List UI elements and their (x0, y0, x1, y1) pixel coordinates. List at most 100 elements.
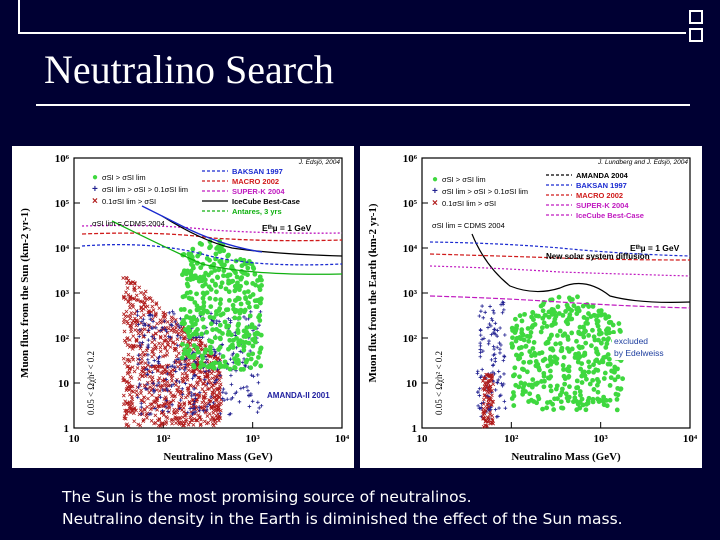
model-point-dot (539, 379, 544, 384)
model-point-plus (478, 347, 483, 352)
legend-experiment-label: MACRO 2002 (576, 191, 623, 200)
model-point-cross (129, 384, 133, 389)
model-point-plus (142, 323, 146, 328)
model-point-dot (565, 334, 571, 340)
model-point-dot (218, 297, 224, 303)
model-point-dot (582, 350, 588, 356)
model-point-cross (163, 338, 168, 343)
model-point-cross (484, 408, 488, 413)
model-point-cross (209, 381, 213, 385)
model-point-plus (493, 356, 498, 361)
model-point-cross (191, 384, 196, 389)
model-point-plus (145, 382, 149, 387)
legend-model-label: σSI lim > σSI > 0.1σSI lim (442, 187, 528, 196)
model-point-cross (165, 319, 170, 324)
model-point-plus (496, 414, 500, 419)
legend-experiment-label: IceCube Best-Case (576, 211, 644, 220)
model-point-cross (485, 415, 490, 420)
model-point-plus (162, 319, 167, 323)
model-point-plus (480, 337, 484, 342)
model-point-plus (167, 311, 172, 315)
model-point-plus (496, 378, 501, 382)
model-point-plus (228, 318, 233, 323)
model-point-dot (213, 296, 218, 302)
model-point-cross (163, 334, 168, 338)
model-point-cross (139, 331, 144, 336)
model-point-cross (198, 423, 203, 428)
model-point-cross (157, 389, 162, 393)
model-point-plus (153, 406, 157, 411)
model-point-plus (255, 410, 260, 414)
model-point-plus (478, 333, 483, 337)
model-point-cross (175, 408, 180, 413)
model-point-cross (202, 395, 207, 400)
model-point-dot (247, 304, 252, 310)
model-point-cross (490, 416, 495, 421)
model-point-dot (541, 370, 547, 376)
model-point-dot (598, 340, 604, 346)
model-point-dot (525, 326, 531, 331)
model-point-cross (130, 365, 135, 370)
model-point-cross (218, 382, 223, 387)
model-point-dot (248, 356, 254, 362)
model-point-cross (200, 370, 204, 374)
model-point-plus (481, 316, 486, 320)
model-point-dot (557, 341, 563, 346)
x-tick-label: 10 (69, 433, 81, 445)
model-point-cross (481, 402, 486, 406)
model-point-cross (197, 368, 202, 373)
model-point-cross (165, 349, 170, 354)
model-point-cross (156, 423, 161, 428)
model-point-cross (484, 424, 489, 429)
model-point-cross (146, 396, 150, 401)
model-point-plus (205, 408, 209, 412)
model-point-dot (531, 317, 536, 323)
model-point-cross (489, 397, 493, 402)
model-point-dot (236, 342, 242, 348)
model-point-dot (575, 294, 580, 300)
model-point-plus (251, 374, 256, 379)
model-point-dot (246, 340, 252, 346)
model-point-dot (238, 301, 244, 307)
model-point-plus (145, 345, 150, 349)
model-point-dot (529, 382, 535, 388)
model-point-plus (192, 387, 196, 391)
model-point-dot (530, 323, 536, 328)
model-point-dot (254, 330, 260, 336)
model-point-cross (127, 338, 132, 342)
model-point-cross (486, 374, 490, 378)
x-tick-label: 10³ (594, 433, 609, 445)
model-point-dot (590, 327, 595, 333)
model-point-plus (178, 336, 183, 340)
model-point-cross (183, 395, 188, 400)
model-point-plus (150, 370, 155, 375)
model-point-cross (157, 416, 162, 421)
model-point-plus (142, 333, 147, 338)
model-point-plus (154, 383, 159, 388)
model-point-cross (174, 354, 179, 359)
model-point-dot (586, 395, 592, 401)
model-point-plus (239, 386, 243, 391)
model-point-plus (189, 394, 194, 398)
model-point-plus (141, 317, 146, 322)
model-point-cross (128, 343, 133, 348)
model-point-dot (194, 291, 199, 297)
model-point-dot (586, 311, 591, 316)
model-point-dot (540, 308, 546, 314)
model-point-dot (229, 332, 234, 338)
model-point-plus (174, 379, 179, 383)
model-point-plus (158, 395, 163, 400)
model-point-dot (528, 359, 533, 365)
model-point-dot (193, 321, 198, 327)
model-point-dot (245, 265, 251, 271)
model-point-cross (210, 376, 215, 381)
model-point-plus (491, 370, 495, 374)
model-point-plus (256, 400, 260, 405)
model-point-cross (205, 414, 210, 418)
model-point-cross (154, 396, 159, 400)
model-point-cross (127, 392, 132, 397)
model-point-cross (205, 373, 210, 378)
model-point-cross (147, 374, 152, 379)
model-point-cross (210, 415, 215, 420)
model-point-cross (125, 385, 130, 389)
